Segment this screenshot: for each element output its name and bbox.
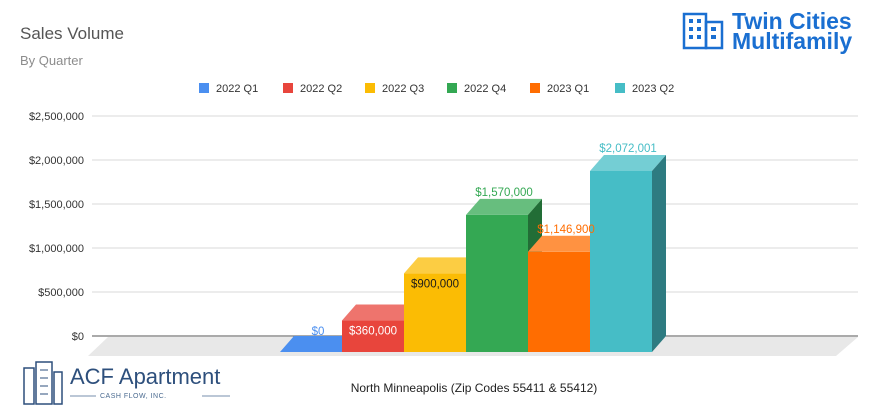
y-tick-label: $0 — [72, 331, 84, 343]
twin-cities-logo: Twin Cities Multifamily — [682, 8, 852, 54]
legend: 2022 Q1 2022 Q2 2022 Q3 2022 Q4 2023 Q1 2023 … — [199, 83, 674, 95]
y-tick-label: $1,500,000 — [29, 199, 84, 211]
data-label: $360,000 — [349, 326, 397, 338]
twin-cities-logo-line1: Twin Cities — [732, 8, 852, 34]
legend-label: 2022 Q2 — [300, 83, 342, 95]
y-axis: $0 $500,000 $1,000,000 $1,500,000 $2,000,000… — [29, 111, 84, 343]
chart-title: Sales Volume — [20, 24, 124, 43]
legend-label: 2022 Q4 — [464, 83, 506, 95]
apartment-building-icon — [23, 361, 63, 405]
legend-label: 2023 Q2 — [632, 83, 674, 95]
bar — [342, 304, 418, 352]
x-category-label: North Minneapolis (Zip Codes 55411 & 554… — [351, 381, 598, 395]
twin-cities-logo-line2: Multifamily — [732, 28, 852, 54]
y-tick-label: $500,000 — [38, 287, 84, 299]
bars — [280, 155, 666, 352]
y-tick-label: $2,000,000 — [29, 155, 84, 167]
legend-label: 2023 Q1 — [547, 83, 589, 95]
legend-swatch — [530, 83, 540, 93]
data-label: $0 — [312, 326, 325, 338]
legend-swatch — [615, 83, 625, 93]
chart-subtitle: By Quarter — [20, 53, 84, 68]
legend-label: 2022 Q1 — [216, 83, 258, 95]
data-label: $1,146,900 — [537, 224, 595, 236]
y-tick-label: $2,500,000 — [29, 111, 84, 123]
grid — [92, 115, 858, 337]
acf-logo-line2: CASH FLOW, INC. — [100, 393, 167, 400]
legend-swatch — [365, 83, 375, 93]
legend-swatch — [199, 83, 209, 93]
building-icon — [682, 12, 724, 50]
data-label: $1,570,000 — [475, 187, 533, 199]
legend-label: 2022 Q3 — [382, 83, 424, 95]
legend-swatch — [283, 83, 293, 93]
y-tick-label: $1,000,000 — [29, 243, 84, 255]
data-labels: $0 $360,000 $900,000 $1,570,000 $1,146,900 $2… — [312, 143, 657, 338]
acf-logo: ACF Apartment CASH FLOW, INC. — [23, 361, 230, 405]
data-label: $2,072,001 — [599, 143, 657, 155]
bar — [280, 336, 356, 352]
bar — [590, 155, 666, 352]
legend-swatch — [447, 83, 457, 93]
data-label: $900,000 — [411, 278, 459, 290]
acf-logo-line1: ACF Apartment — [70, 364, 220, 389]
